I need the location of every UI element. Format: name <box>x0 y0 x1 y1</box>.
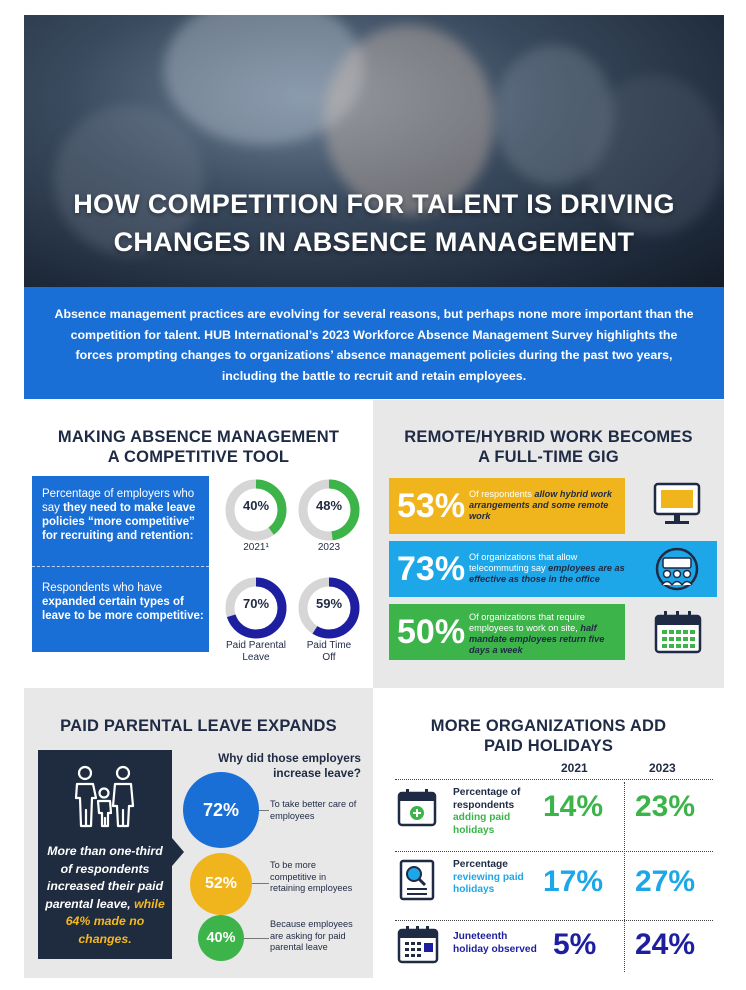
parental-question-line-1: Why did those employers <box>218 751 361 765</box>
holidays-title-line-1: MORE ORGANIZATIONS ADD <box>430 717 667 735</box>
reason-value: 52% <box>204 875 238 892</box>
ring-caption-parental: Paid Parental Leave <box>225 640 287 663</box>
remote-bar-value: 50% <box>397 613 466 651</box>
holiday-label-plain: Percentage of respondents <box>453 787 521 811</box>
intro-band: Absence management practices are evolvin… <box>24 287 724 399</box>
page-title: HOW COMPETITION FOR TALENT IS DRIVING CH… <box>24 185 724 261</box>
holiday-label-emphasis: adding paid holidays <box>453 812 511 836</box>
parental-callout-highlight: while 64% made no changes. <box>65 896 165 946</box>
holiday-value-2023: 24% <box>635 928 696 961</box>
remote-bar-emphasis: half mandate employees return five days … <box>469 623 605 655</box>
remote-bar-hybrid: 53% Of respondents allow hybrid work arr… <box>389 478 625 534</box>
ring-value-parental: 70% <box>242 596 270 611</box>
holiday-value-2021: 14% <box>543 790 604 823</box>
ring-arc <box>225 577 287 639</box>
parental-callout-box: More than one-third of respondents incre… <box>38 750 172 959</box>
remote-title-line-2: A FULL-TIME GIG <box>478 448 619 466</box>
question-2-plain: Respondents who have <box>42 582 163 594</box>
reason-circle-care: 72% <box>183 772 259 848</box>
callout-pointer <box>172 838 184 866</box>
team-meeting-icon <box>655 547 699 591</box>
reason-text-competitive: To be more competitive in retaining empl… <box>270 860 353 893</box>
page-title-line-1: HOW COMPETITION FOR TALENT IS DRIVING <box>73 189 675 219</box>
reason-connector <box>244 938 269 939</box>
competitive-question-1: Percentage of employers who say they nee… <box>42 487 207 543</box>
parental-section: PAID PARENTAL LEAVE EXPANDS More than on… <box>24 688 373 978</box>
remote-bar-text: Of organizations that require employees … <box>469 612 585 633</box>
question-1-bold: they need to make leave policies “more c… <box>42 502 196 542</box>
calendar-check-icon <box>397 926 439 964</box>
rings-svg <box>225 479 360 639</box>
parental-callout-main: More than one-third of respondents incre… <box>45 844 164 911</box>
parental-title: PAID PARENTAL LEAVE EXPANDS <box>60 717 337 735</box>
remote-bar-value: 73% <box>397 550 466 588</box>
holiday-label-plain: Percentage <box>453 859 508 870</box>
ring-caption-2023: 2023 <box>317 542 341 553</box>
holiday-row-reviewing-label: Percentage reviewing paid holidays <box>453 859 539 897</box>
holidays-year-2023: 2023 <box>649 761 676 775</box>
remote-section: REMOTE/HYBRID WORK BECOMES A FULL-TIME G… <box>373 400 724 688</box>
holidays-title: MORE ORGANIZATIONS ADD PAID HOLIDAYS <box>373 716 724 756</box>
remote-bar-onsite: 50% Of organizations that require employ… <box>389 604 625 660</box>
intro-text: Absence management practices are evolvin… <box>54 307 694 383</box>
holiday-value-2023: 23% <box>635 790 696 823</box>
holiday-row-juneteenth-label: Juneteenth holiday observed <box>453 931 545 956</box>
holidays-section: MORE ORGANIZATIONS ADD PAID HOLIDAYS 202… <box>373 688 724 978</box>
remote-title-line-1: REMOTE/HYBRID WORK BECOMES <box>404 428 693 446</box>
ring-caption-2021: 2021¹ <box>243 542 269 553</box>
remote-bar-text: Of respondents <box>469 489 535 499</box>
competitive-section: MAKING ABSENCE MANAGEMENT A COMPETITIVE … <box>24 400 373 688</box>
reason-connector <box>259 810 269 811</box>
column-divider <box>624 782 625 972</box>
calendar-icon <box>654 611 702 654</box>
row-divider <box>395 920 713 921</box>
ring-arc <box>298 479 360 541</box>
remote-title: REMOTE/HYBRID WORK BECOMES A FULL-TIME G… <box>373 427 724 467</box>
ring-arc <box>298 577 360 639</box>
reason-text-asking: Because employees are asking for paid pa… <box>270 919 353 952</box>
hero-banner: HOW COMPETITION FOR TALENT IS DRIVING CH… <box>24 15 724 287</box>
holiday-label-emphasis: reviewing paid holidays <box>453 871 524 896</box>
holiday-value-2021: 17% <box>543 865 604 898</box>
reason-value: 72% <box>202 800 240 820</box>
holiday-value-2021: 5% <box>553 928 597 961</box>
competitive-title-line-2: A COMPETITIVE TOOL <box>107 448 290 466</box>
holiday-value-2023: 27% <box>635 865 696 898</box>
competitive-question-box: Percentage of employers who say they nee… <box>32 476 209 652</box>
reason-value: 40% <box>206 930 236 946</box>
document-review-icon <box>399 859 435 901</box>
ring-value-2021: 40% <box>242 498 270 513</box>
ring-caption-pto: Paid Time Off <box>306 640 352 663</box>
holidays-year-2021: 2021 <box>561 761 588 775</box>
reason-circle-competitive: 52% <box>190 853 252 915</box>
parental-question: Why did those employers increase leave? <box>189 751 361 780</box>
reason-connector <box>252 883 269 884</box>
question-2-bold: expanded certain types of leave to be mo… <box>42 596 204 622</box>
competitive-question-2: Respondents who have expanded certain ty… <box>42 581 207 623</box>
page-title-line-2: CHANGES IN ABSENCE MANAGEMENT <box>113 227 635 257</box>
reason-text-care: To take better care of employees <box>270 799 357 821</box>
question-1-plain: Percentage of employers who say <box>42 488 195 514</box>
row-divider <box>395 851 713 852</box>
question-divider <box>32 566 209 567</box>
monitor-icon <box>653 482 701 524</box>
holidays-title-line-2: PAID HOLIDAYS <box>483 737 614 755</box>
holiday-label-emphasis: Juneteenth holiday observed <box>453 931 537 955</box>
ring-value-pto: 59% <box>315 596 343 611</box>
ring-value-2023: 48% <box>315 498 343 513</box>
remote-bar-emphasis: employees are as effective as those in t… <box>469 563 625 584</box>
remote-bar-text: Of organizations that allow telecommutin… <box>469 552 578 573</box>
competitive-title: MAKING ABSENCE MANAGEMENT A COMPETITIVE … <box>24 427 373 467</box>
parental-callout-text: More than one-third of respondents incre… <box>44 843 166 948</box>
row-divider <box>395 779 713 780</box>
competitive-title-line-1: MAKING ABSENCE MANAGEMENT <box>57 428 340 446</box>
remote-bar-emphasis: allow hybrid work arrangements and some … <box>469 489 612 521</box>
reason-circle-asking: 40% <box>198 915 244 961</box>
remote-bar-value: 53% <box>397 487 466 525</box>
ring-arc <box>225 479 287 541</box>
parental-question-line-2: increase leave? <box>273 765 361 780</box>
holiday-row-adding-label: Percentage of respondents adding paid ho… <box>453 787 539 837</box>
calendar-add-icon <box>397 789 437 827</box>
family-icon <box>74 765 135 828</box>
